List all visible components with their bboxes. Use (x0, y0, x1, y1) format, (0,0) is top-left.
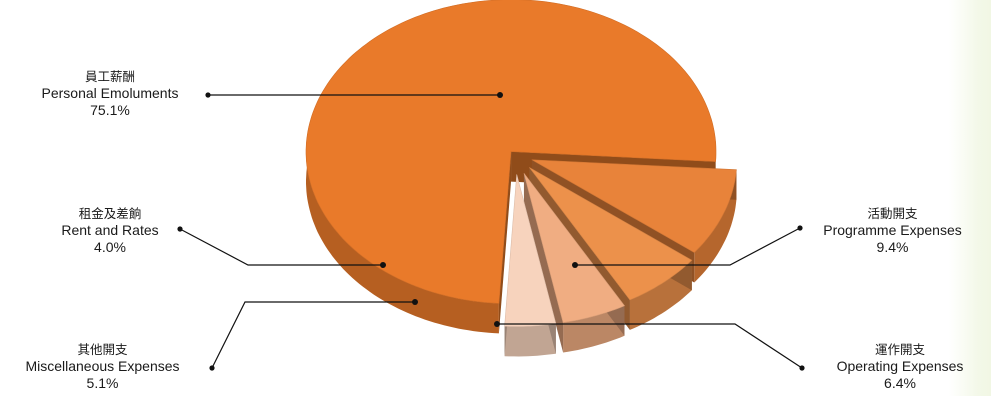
label-miscellaneous-expenses: 其他開支 Miscellaneous Expenses 5.1% (0, 341, 205, 392)
label-rent-and-rates: 租金及差餉 Rent and Rates 4.0% (40, 205, 180, 256)
slice-operating-expenses (529, 167, 693, 301)
label-en: Miscellaneous Expenses (25, 358, 180, 374)
label-value: 4.0% (94, 239, 126, 255)
label-en: Personal Emoluments (41, 85, 179, 101)
leader-dot-miscellaneous-expenses (412, 299, 418, 305)
leader-dot-personal-emoluments (497, 92, 503, 98)
label-en: Rent and Rates (61, 222, 159, 238)
slice-side-programme-expenses (694, 169, 737, 283)
leader-line-programme-expenses (575, 227, 801, 266)
leader-line-rent-and-rates (179, 228, 383, 266)
label-programme-expenses: 活動開支 Programme Expenses 9.4% (800, 205, 985, 256)
label-en: Programme Expenses (823, 222, 962, 238)
label-zh: 活動開支 (867, 206, 918, 221)
label-personal-emoluments: 員工薪酬 Personal Emoluments 75.1% (10, 68, 210, 119)
slice-miscellaneous-expenses (523, 173, 625, 323)
leader-dot-operating-expenses (494, 321, 500, 327)
slice-programme-expenses (531, 159, 737, 253)
label-zh: 租金及差餉 (78, 206, 142, 221)
label-zh: 員工薪酬 (84, 69, 135, 84)
slice-wall-miscellaneous-expenses-1 (523, 173, 564, 353)
label-zh: 其他開支 (77, 342, 128, 357)
label-value: 75.1% (90, 102, 130, 118)
leader-dot-programme-expenses (572, 262, 578, 268)
label-value: 6.4% (884, 375, 916, 391)
label-operating-expenses: 運作開支 Operating Expenses 6.4% (810, 341, 990, 392)
slice-wall-personal-emoluments-0 (498, 151, 512, 334)
label-value: 5.1% (86, 375, 119, 391)
label-zh: 運作開支 (874, 342, 925, 357)
slice-personal-emoluments (305, 0, 717, 304)
leader-line-operating-expenses (497, 323, 803, 369)
slice-side-miscellaneous-expenses (563, 305, 625, 353)
leader-end-dot-miscellaneous-expenses (209, 365, 215, 371)
leader-end-dot-personal-emoluments (205, 92, 211, 98)
background-band (949, 0, 991, 396)
leader-end-dot-programme-expenses (797, 225, 803, 231)
leader-dot-rent-and-rates (380, 262, 386, 268)
slice-side-rent-and-rates (504, 323, 556, 357)
leader-line-miscellaneous-expenses (211, 301, 415, 369)
label-value: 9.4% (876, 239, 909, 255)
leader-end-dot-rent-and-rates (177, 226, 183, 232)
leader-end-dot-operating-expenses (799, 365, 805, 371)
label-en: Operating Expenses (836, 358, 964, 374)
